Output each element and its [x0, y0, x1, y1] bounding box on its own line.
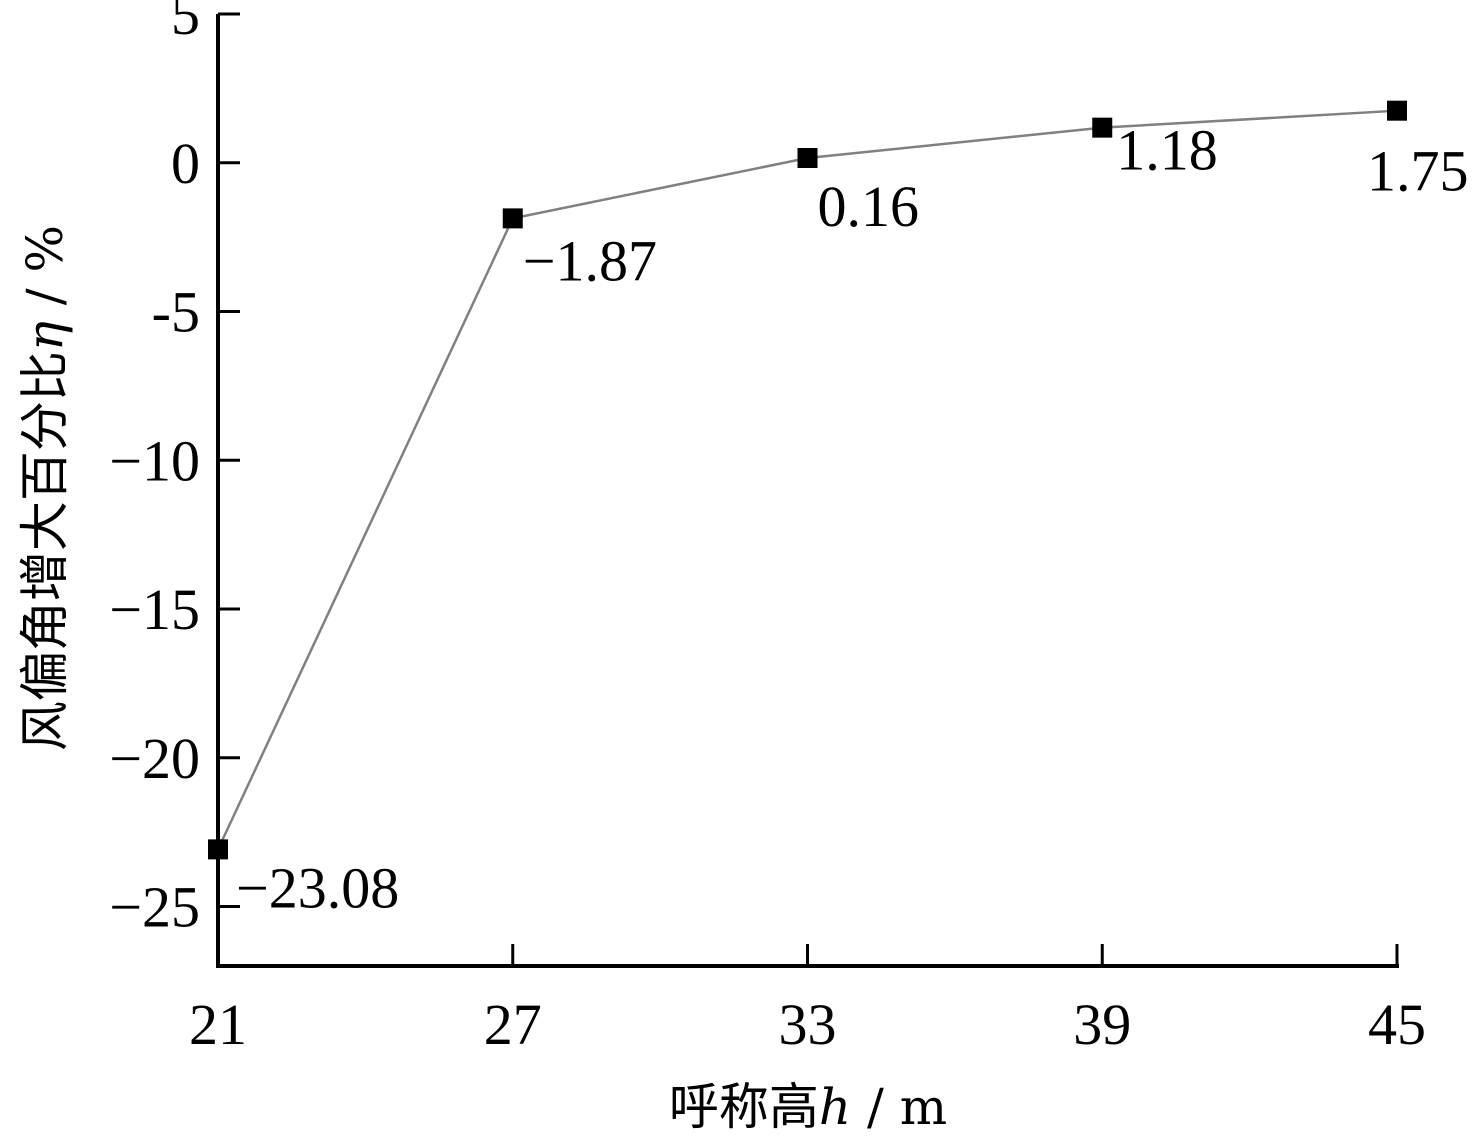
x-tick-label: 33	[779, 992, 837, 1057]
data-markers	[208, 100, 1407, 860]
data-label: −1.87	[523, 228, 657, 293]
x-tick-label: 21	[189, 992, 247, 1057]
data-point-marker	[208, 839, 228, 860]
data-point-marker	[502, 208, 523, 229]
y-tick-label: −25	[109, 875, 200, 940]
y-tick-label: −10	[109, 428, 200, 493]
y-tick-label: 0	[171, 131, 200, 196]
y-axis-title: 风偏角增大百分比η / %	[16, 225, 74, 751]
x-tick-label: 39	[1073, 992, 1131, 1057]
x-tick-label: 45	[1368, 992, 1426, 1057]
data-label: 1.75	[1367, 139, 1469, 204]
y-tick-label: −15	[109, 577, 200, 642]
data-point-marker	[1387, 100, 1407, 121]
x-axis-title: 呼称高h / m	[669, 1078, 947, 1136]
data-label: 0.16	[818, 174, 920, 239]
data-point-marker	[797, 147, 818, 168]
series-line	[216, 109, 1398, 850]
x-tick-label: 27	[484, 992, 542, 1057]
y-axis-ticks: 5 0 -5 −10 −15 −20 −25	[109, 0, 240, 940]
data-label: −23.08	[236, 855, 399, 920]
data-labels: −23.08 −1.87 0.16 1.18 1.75	[236, 118, 1469, 921]
y-tick-label: −20	[109, 726, 200, 791]
data-label: 1.18	[1116, 118, 1218, 183]
series-line-group	[216, 109, 1398, 850]
y-tick-label: -5	[152, 280, 200, 345]
y-tick-label: 5	[171, 0, 200, 47]
x-axis-ticks: 21 27 33 39 45	[189, 944, 1426, 1057]
data-point-marker	[1092, 117, 1113, 138]
